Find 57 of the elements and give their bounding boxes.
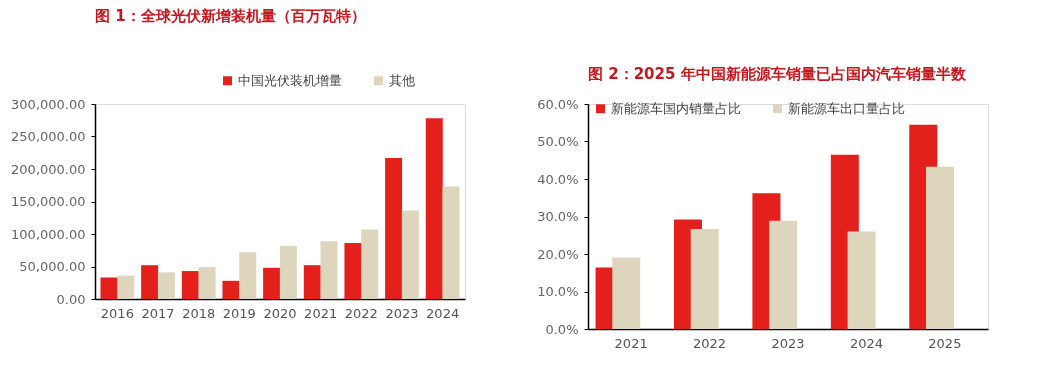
y-tick-label: 10.0% xyxy=(537,284,579,299)
x-tick-label: 2021 xyxy=(304,305,338,321)
x-tick-label: 2022 xyxy=(693,335,727,351)
chart-title: 图 1：全球光伏新增装机量（百万瓦特） xyxy=(95,7,366,25)
bar xyxy=(263,267,281,299)
y-tick-label: 250,000.00 xyxy=(11,129,86,144)
x-tick-label: 2018 xyxy=(182,305,216,321)
x-tick-label: 2017 xyxy=(141,305,175,321)
bar xyxy=(847,231,876,329)
bar xyxy=(612,257,641,329)
bar xyxy=(344,243,362,299)
x-tick-label: 2019 xyxy=(222,305,256,321)
bar xyxy=(239,252,257,299)
bar xyxy=(385,157,403,299)
y-tick-label: 50.0% xyxy=(537,134,579,149)
x-tick-label: 2024 xyxy=(426,305,460,321)
y-tick-label: 20.0% xyxy=(537,246,579,262)
bar xyxy=(157,272,175,299)
bar xyxy=(279,245,297,299)
bar xyxy=(690,228,719,329)
y-tick-label: 100,000.00 xyxy=(11,226,86,242)
y-tick-label: 0.00 xyxy=(56,291,86,307)
bar xyxy=(401,210,419,299)
legend-label: 其他 xyxy=(389,72,415,88)
x-tick-label: 2020 xyxy=(263,305,297,321)
x-tick-label: 2023 xyxy=(385,305,419,321)
bar xyxy=(320,241,338,299)
bar xyxy=(926,166,955,329)
legend-label: 新能源车国内销量占比 xyxy=(611,100,741,116)
x-tick-label: 2022 xyxy=(344,305,378,321)
chart-title: 图 2：2025 年中国新能源车销量已占国内汽车销量半数 xyxy=(588,65,967,83)
bar xyxy=(303,265,321,299)
y-tick-label: 300,000.00 xyxy=(11,96,86,112)
y-tick-label: 30.0% xyxy=(537,209,579,224)
x-tick-label: 2024 xyxy=(849,335,883,351)
bar xyxy=(181,271,199,299)
legend-label: 中国光伏装机增量 xyxy=(238,72,342,88)
x-tick-label: 2025 xyxy=(928,335,962,351)
legend-label: 新能源车出口量占比 xyxy=(788,100,905,116)
bar xyxy=(141,265,159,299)
y-tick-label: 200,000.00 xyxy=(11,161,86,177)
bar xyxy=(442,186,460,299)
bar xyxy=(117,275,135,299)
bar xyxy=(425,118,443,299)
x-tick-label: 2016 xyxy=(100,305,134,321)
x-tick-label: 2021 xyxy=(614,335,648,351)
y-tick-label: 40.0% xyxy=(537,171,579,187)
y-tick-label: 60.0% xyxy=(537,96,579,112)
y-tick-label: 0.0% xyxy=(545,321,579,337)
y-tick-label: 50,000.00 xyxy=(19,259,86,274)
bar xyxy=(100,277,118,299)
bar xyxy=(222,280,240,299)
bar xyxy=(361,229,379,299)
y-tick-label: 150,000.00 xyxy=(11,194,86,209)
x-tick-label: 2023 xyxy=(771,335,805,351)
bar xyxy=(769,220,798,329)
bar xyxy=(198,267,216,299)
